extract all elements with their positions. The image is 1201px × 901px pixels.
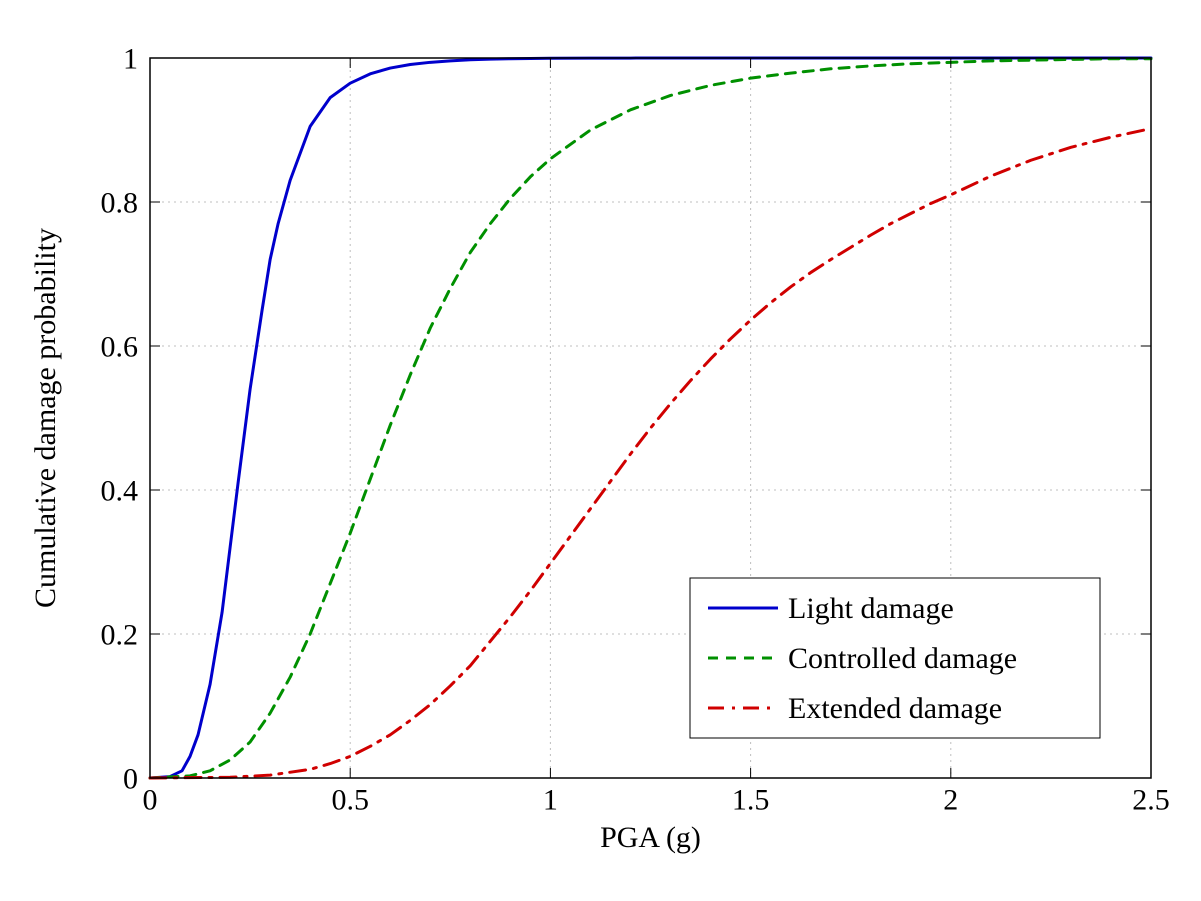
fragility-chart: 0 0.5 1 1.5 2 2.5 0 0.2 0.4 0.6 0.8 1 PGA (g) Cumulat… xyxy=(0,0,1201,901)
legend-label: Controlled damage xyxy=(788,642,1017,675)
ytick-label: 1 xyxy=(123,43,138,76)
legend-label: Extended damage xyxy=(788,692,1002,725)
xtick-label: 2 xyxy=(943,784,958,817)
ytick-label: 0 xyxy=(123,763,138,796)
ytick-label: 0.6 xyxy=(101,331,139,364)
xtick-label: 2.5 xyxy=(1132,784,1170,817)
xtick-label: 0.5 xyxy=(331,784,369,817)
y-axis-label: Cumulative damage probability xyxy=(29,228,62,608)
ytick-label: 0.4 xyxy=(101,475,139,508)
ytick-label: 0.2 xyxy=(101,619,139,652)
x-axis-label: PGA (g) xyxy=(600,821,701,854)
legend-label: Light damage xyxy=(788,592,954,625)
ytick-label: 0.8 xyxy=(101,187,139,220)
chart-svg: 0 0.5 1 1.5 2 2.5 0 0.2 0.4 0.6 0.8 1 PGA (g) Cumulat… xyxy=(0,0,1201,901)
xtick-label: 1 xyxy=(543,784,558,817)
xtick-label: 0 xyxy=(143,784,158,817)
xtick-label: 1.5 xyxy=(732,784,770,817)
